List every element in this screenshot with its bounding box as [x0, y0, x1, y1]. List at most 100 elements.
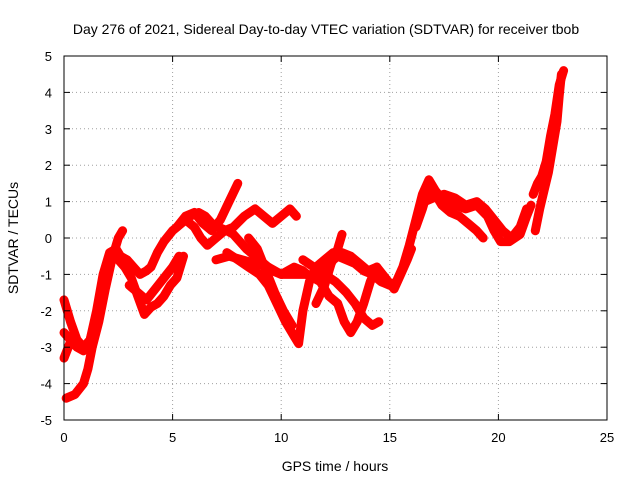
x-tick-label: 20: [491, 430, 505, 445]
data-point: [225, 197, 234, 206]
data-point: [390, 284, 399, 293]
y-tick-labels: -5 -4 -3 -2 -1 0 1 2 3 4 5: [40, 49, 52, 428]
data-point: [270, 288, 279, 297]
data-point: [320, 255, 329, 264]
data-point: [522, 204, 531, 213]
series-band: [244, 233, 297, 330]
series-band: [181, 204, 301, 250]
data-point: [516, 223, 525, 232]
data-point: [251, 204, 260, 213]
data-point: [190, 208, 199, 217]
data-point: [196, 234, 205, 242]
data-point: [83, 365, 92, 374]
data-point: [212, 234, 221, 242]
x-tick-labels: 0 5 10 15 20 25: [60, 430, 614, 445]
data-point: [290, 270, 299, 279]
data-point: [490, 215, 499, 224]
x-tick-label: 5: [169, 430, 176, 445]
data-traces: [59, 66, 569, 403]
data-point: [320, 270, 329, 279]
series-arc-14: [337, 244, 416, 294]
data-point: [290, 332, 299, 341]
data-point: [175, 252, 184, 261]
x-axis-label: GPS time / hours: [282, 458, 389, 474]
x-tick-label: 0: [60, 430, 67, 445]
data-point: [153, 299, 162, 308]
series-band: [59, 331, 82, 363]
data-point: [420, 197, 429, 206]
data-point: [159, 292, 168, 301]
data-point: [294, 339, 303, 348]
data-point: [550, 110, 559, 119]
data-point: [70, 390, 79, 399]
data-point: [366, 277, 375, 286]
data-point: [490, 226, 499, 235]
data-point: [546, 132, 555, 141]
data-point: [298, 306, 307, 315]
data-point: [190, 223, 199, 232]
data-point: [463, 219, 472, 228]
data-point: [220, 226, 229, 235]
data-point: [229, 223, 238, 232]
data-point: [235, 237, 244, 246]
data-point: [559, 66, 568, 75]
y-tick-label: 4: [45, 85, 52, 100]
data-point: [142, 266, 151, 275]
data-point: [535, 204, 544, 213]
data-point: [309, 263, 318, 272]
data-point: [73, 335, 82, 344]
data-point: [172, 223, 181, 232]
series-arc-16: [420, 189, 532, 243]
data-point: [355, 259, 364, 268]
data-point: [455, 212, 464, 221]
data-point: [277, 270, 286, 279]
data-point: [68, 332, 77, 341]
data-point: [481, 204, 490, 213]
data-point: [440, 190, 449, 199]
data-point: [225, 252, 234, 261]
series-arc-8: [181, 204, 301, 250]
y-tick-label: 1: [45, 195, 52, 210]
data-point: [127, 274, 136, 283]
data-point: [79, 379, 88, 388]
data-point: [242, 244, 251, 253]
data-point: [359, 314, 368, 323]
data-point: [136, 270, 145, 279]
data-point: [403, 255, 412, 264]
data-point: [268, 219, 277, 228]
x-tick-label: 10: [274, 430, 288, 445]
data-point: [255, 270, 264, 279]
data-point: [533, 179, 542, 188]
data-point: [207, 226, 216, 235]
data-point: [251, 259, 260, 268]
data-point: [166, 281, 175, 290]
data-point: [79, 346, 88, 355]
data-point: [359, 299, 368, 308]
data-point: [290, 263, 299, 272]
data-point: [529, 190, 538, 199]
data-point: [542, 157, 551, 166]
series-arc-6: [124, 251, 184, 305]
data-point: [129, 263, 138, 272]
data-point: [133, 288, 142, 297]
data-point: [407, 244, 416, 253]
plot-frame: [63, 55, 608, 421]
data-point: [118, 226, 127, 235]
data-point: [233, 179, 242, 188]
series-band: [61, 226, 128, 403]
data-point: [264, 263, 273, 272]
x-tick-label: 25: [600, 430, 614, 445]
data-point: [507, 234, 516, 242]
data-point: [151, 284, 160, 293]
data-point: [212, 255, 221, 264]
data-point: [88, 343, 97, 352]
data-point: [292, 212, 301, 221]
data-point: [374, 317, 383, 326]
data-point: [342, 288, 351, 297]
data-point: [298, 255, 307, 264]
y-tick-label: -5: [40, 413, 52, 428]
data-point: [94, 317, 103, 326]
data-point: [146, 303, 155, 312]
data-point: [411, 223, 420, 232]
data-point: [396, 270, 405, 279]
